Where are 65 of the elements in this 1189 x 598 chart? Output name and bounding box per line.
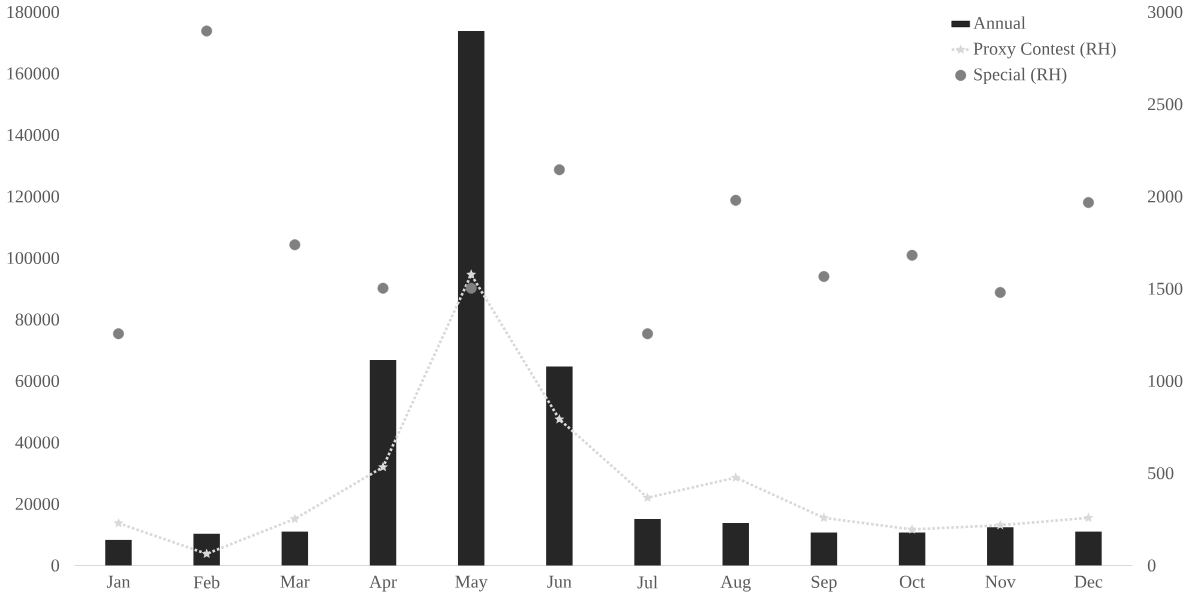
point — [1082, 197, 1094, 209]
point — [289, 513, 300, 524]
y-tick-label: 40000 — [15, 436, 60, 449]
y-tick-label: 0 — [51, 559, 60, 572]
y-tick-label: 60000 — [15, 375, 60, 388]
y-tick-label: 180000 — [7, 6, 60, 19]
point — [818, 512, 829, 523]
x-tick-label: Oct — [899, 576, 925, 589]
bar — [898, 532, 926, 566]
y2-tick-label: 2000 — [1147, 190, 1183, 203]
point — [906, 250, 918, 262]
point — [818, 271, 830, 283]
y-tick-label: 120000 — [7, 190, 60, 203]
y-tick-label: 100000 — [7, 252, 60, 265]
x-tick-label: Jan — [106, 576, 131, 588]
y2-tick-label: 3000 — [1148, 6, 1183, 19]
point — [466, 269, 477, 280]
point — [113, 518, 124, 528]
point — [554, 414, 565, 424]
y2-tick-label: 500 — [1148, 467, 1174, 480]
point — [730, 472, 741, 483]
y-tick-label: 140000 — [7, 129, 60, 142]
bar — [987, 527, 1014, 566]
point — [377, 282, 389, 294]
y2-tick-label: 1500 — [1148, 282, 1183, 296]
y2-tick-label: 2500 — [1147, 98, 1183, 111]
legend-label: Annual — [973, 16, 1026, 30]
point — [642, 328, 654, 340]
y2-tick-label: 0 — [1147, 559, 1156, 572]
bar — [722, 523, 749, 566]
bar — [810, 532, 838, 566]
x-tick-label: Feb — [193, 576, 220, 589]
bar — [281, 531, 309, 566]
y-tick-label: 160000 — [7, 67, 60, 80]
x-tick-label: May — [455, 576, 488, 592]
point — [289, 239, 301, 251]
x-tick-label: Aug — [720, 576, 751, 592]
y-tick-label: 80000 — [15, 313, 60, 326]
legend-label: Proxy Contest (RH) — [973, 42, 1116, 59]
bar — [634, 519, 661, 566]
bar — [193, 533, 220, 566]
y2-tick-label: 1000 — [1148, 375, 1183, 388]
x-tick-label: Apr — [369, 576, 397, 592]
legend-label: Special (RH) — [974, 68, 1067, 85]
x-tick-label: Sep — [811, 576, 837, 592]
point — [378, 462, 389, 472]
bar — [105, 540, 132, 566]
bar — [1075, 531, 1102, 566]
point — [465, 282, 477, 294]
bar — [546, 366, 573, 566]
point — [994, 287, 1006, 299]
x-tick-label: Dec — [1074, 576, 1103, 588]
point — [730, 195, 742, 207]
point — [553, 164, 565, 176]
x-tick-label: Nov — [985, 576, 1016, 588]
x-tick-label: Jun — [547, 576, 572, 588]
y-tick-label: 20000 — [15, 498, 60, 511]
point — [995, 520, 1006, 530]
bar — [457, 31, 485, 566]
point — [113, 328, 124, 340]
x-tick-label: Mar — [280, 576, 310, 588]
x-tick-label: Jul — [637, 576, 658, 589]
point — [201, 25, 213, 37]
point — [1083, 512, 1094, 523]
bar — [369, 360, 397, 566]
